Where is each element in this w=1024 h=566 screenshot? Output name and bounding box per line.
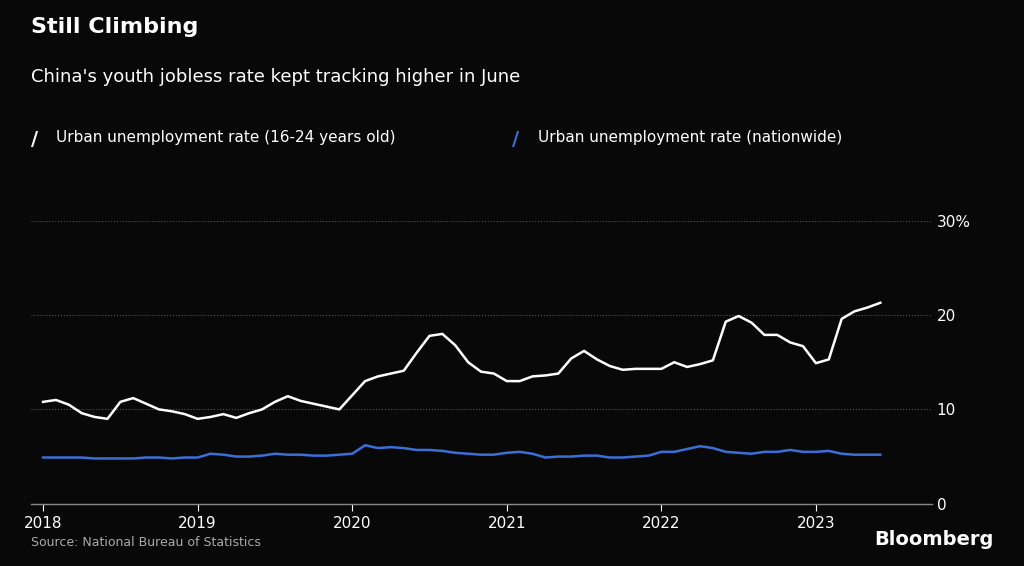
Text: Urban unemployment rate (16-24 years old): Urban unemployment rate (16-24 years old… (56, 130, 396, 145)
Text: China's youth jobless rate kept tracking higher in June: China's youth jobless rate kept tracking… (31, 68, 520, 86)
Text: Source: National Bureau of Statistics: Source: National Bureau of Statistics (31, 536, 260, 549)
Text: Still Climbing: Still Climbing (31, 17, 198, 37)
Text: Bloomberg: Bloomberg (873, 530, 993, 549)
Text: Urban unemployment rate (nationwide): Urban unemployment rate (nationwide) (538, 130, 842, 145)
Text: /: / (31, 130, 38, 149)
Text: /: / (512, 130, 519, 149)
